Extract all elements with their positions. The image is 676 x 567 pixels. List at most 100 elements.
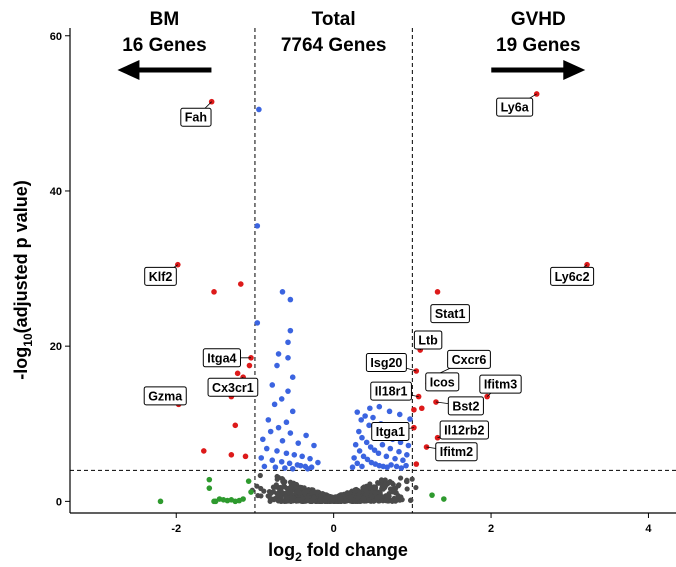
- gene-label: Il18r1: [370, 381, 419, 401]
- sig-p-point: [269, 457, 276, 464]
- threshold-lines: [70, 28, 676, 513]
- sig-p-point: [359, 463, 365, 470]
- sig-p-point: [370, 414, 376, 421]
- x-tick-label: 2: [488, 523, 494, 535]
- sig-both-point: [418, 405, 425, 412]
- sig-p-point: [396, 448, 402, 455]
- gene-label-box: [479, 374, 522, 394]
- sig-both-point: [434, 289, 441, 295]
- ns-point: [270, 489, 276, 495]
- gene-label-box: [439, 420, 489, 440]
- ns-point: [409, 476, 415, 482]
- ns-point: [275, 475, 281, 481]
- sig-both-point: [413, 461, 420, 467]
- sig-p-point: [352, 441, 359, 448]
- sig-p-point: [289, 374, 296, 381]
- gene-label-box: [447, 349, 491, 369]
- sig-both-point: [411, 406, 417, 413]
- sig-fc-point: [245, 478, 252, 484]
- gene-label-text: Il12rb2: [444, 423, 484, 437]
- sig-p-point: [291, 452, 298, 458]
- sig-p-point: [279, 438, 286, 444]
- gene-label-text: Cx3cr1: [212, 381, 254, 395]
- sig-p-point: [295, 440, 302, 446]
- gene-label-text: Klf2: [149, 270, 173, 284]
- ns-point: [258, 493, 264, 499]
- gene-label: Cx3cr1: [207, 376, 259, 397]
- gene-label: Fah: [180, 101, 212, 127]
- sig-p-point: [279, 289, 286, 295]
- ns-point: [314, 490, 320, 496]
- sig-p-point: [254, 320, 261, 326]
- sig-p-point: [356, 448, 363, 454]
- sig-both-point: [533, 91, 540, 97]
- sig-p-point: [383, 453, 390, 460]
- sig-fc-point: [206, 485, 213, 491]
- gene-label-box: [447, 396, 484, 416]
- sig-fc-point: [157, 498, 164, 505]
- gene-label: Ifitm3: [479, 374, 522, 397]
- sig-p-point: [272, 464, 279, 471]
- sig-p-point: [289, 465, 296, 472]
- gene-label-box: [143, 386, 187, 406]
- gene-label: Gzma: [143, 386, 187, 406]
- ns-point: [294, 497, 300, 503]
- ns-point: [343, 498, 349, 504]
- gene-label-box: [496, 97, 534, 117]
- gene-label-text: Ifitm3: [484, 378, 517, 392]
- ns-point: [367, 481, 373, 487]
- sig-p-point: [254, 223, 261, 229]
- ns-point: [280, 478, 286, 485]
- gene-label-box: [144, 266, 177, 286]
- y-tick-label: 60: [50, 31, 62, 43]
- sig-p-point: [285, 339, 291, 346]
- ns-point: [393, 490, 399, 496]
- sig-p-point: [360, 453, 367, 460]
- gene-label: Il12rb2: [437, 420, 489, 440]
- gene-label-text: Ly6a: [501, 101, 530, 115]
- sig-p-point: [351, 455, 357, 461]
- sig-p-point: [269, 382, 276, 388]
- gene-label-text: Stat1: [435, 307, 466, 321]
- ns-point: [344, 490, 350, 496]
- sig-p-point: [393, 463, 400, 470]
- ns-point: [276, 498, 283, 504]
- sig-both-point: [415, 393, 422, 400]
- sig-p-point: [371, 447, 378, 453]
- sig-p-point: [386, 408, 393, 415]
- ns-point: [317, 497, 324, 503]
- ns-point: [389, 480, 395, 486]
- ns-point: [258, 485, 264, 492]
- sig-fc-point: [240, 496, 246, 502]
- gene-label: Icos: [425, 372, 460, 392]
- ns-point: [323, 495, 329, 501]
- gene-label-box: [365, 352, 407, 372]
- gene-label-box: [425, 372, 460, 392]
- sig-p-point: [375, 450, 382, 457]
- sig-fc-point: [206, 476, 213, 483]
- sig-both-point: [228, 452, 235, 458]
- sig-p-point: [282, 465, 288, 471]
- sig-p-point: [400, 457, 406, 464]
- sig-p-point: [263, 445, 270, 452]
- sig-both-point: [232, 422, 239, 429]
- group-header-count: 16 Genes: [122, 35, 207, 56]
- sig-p-point: [287, 296, 294, 303]
- sig-p-point: [285, 388, 291, 394]
- sig-p-point: [388, 462, 394, 468]
- sig-p-point: [403, 462, 409, 469]
- sig-p-point: [287, 327, 294, 334]
- ns-point: [257, 472, 263, 479]
- gene-label-text: Fah: [185, 111, 207, 125]
- gene-label-box: [202, 348, 241, 368]
- gene-label-text: Icos: [430, 375, 455, 389]
- data-points: [157, 91, 590, 505]
- ns-point: [265, 493, 271, 499]
- gene-label: Stat1: [430, 304, 470, 324]
- sig-both-point: [211, 289, 217, 295]
- gene-label-box: [371, 422, 410, 442]
- ns-point: [376, 493, 383, 500]
- sig-p-point: [265, 417, 272, 423]
- sig-fc-point: [211, 498, 217, 505]
- gene-label-text: Isg20: [370, 356, 402, 370]
